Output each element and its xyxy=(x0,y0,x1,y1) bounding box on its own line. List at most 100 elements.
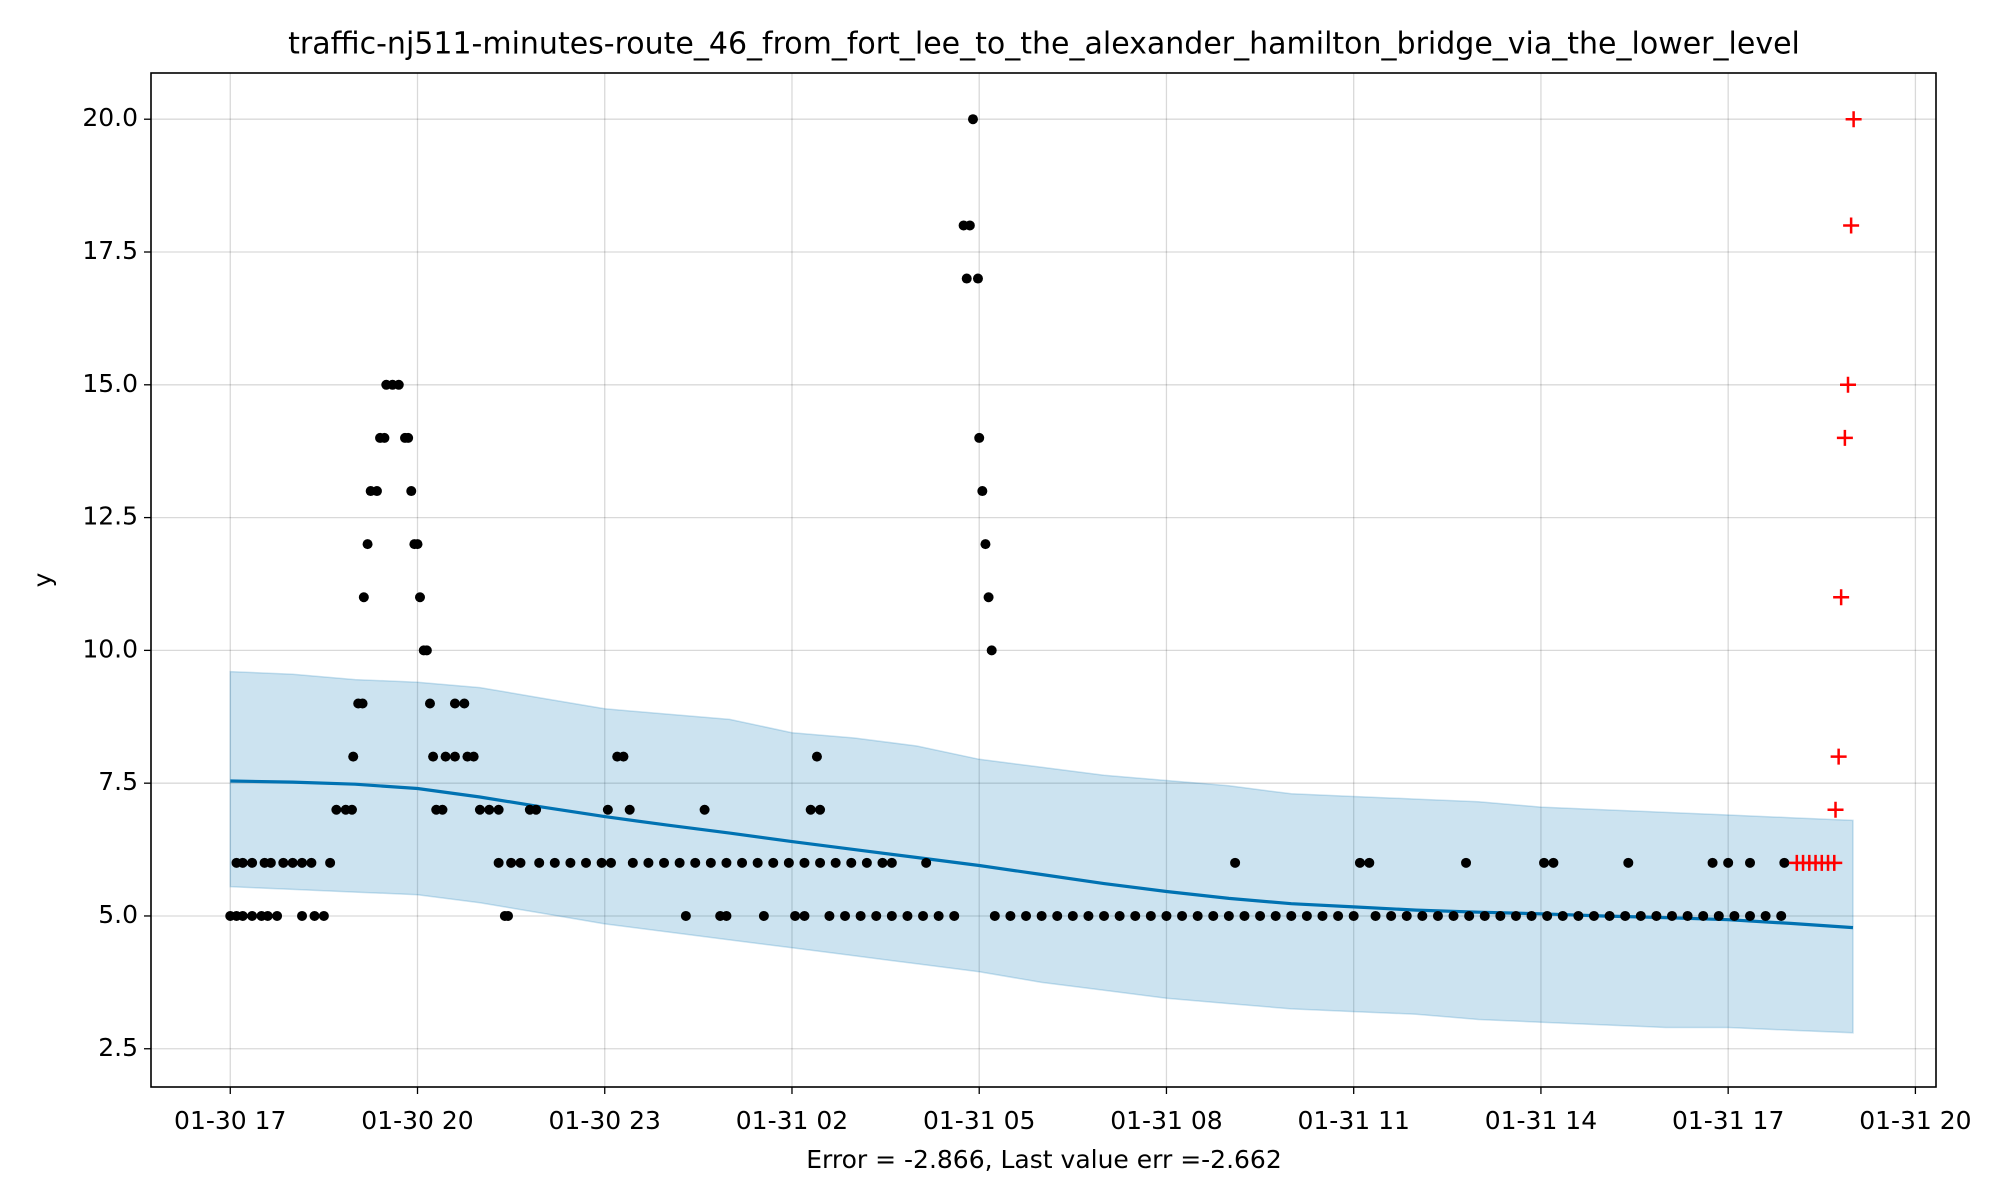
x-tick-label: 01-31 08 xyxy=(1110,1106,1222,1135)
x-tick-label: 01-30 20 xyxy=(361,1106,473,1135)
observed-point xyxy=(705,857,716,868)
observed-point xyxy=(1495,910,1506,921)
observed-point xyxy=(921,857,932,868)
observed-point xyxy=(565,857,576,868)
observed-point xyxy=(1333,910,1344,921)
observed-point xyxy=(1682,910,1693,921)
observed-point xyxy=(247,857,258,868)
observed-point xyxy=(1539,857,1550,868)
observed-point xyxy=(331,804,342,815)
observed-point xyxy=(861,857,872,868)
observed-point xyxy=(1348,910,1359,921)
observed-point xyxy=(846,857,857,868)
observed-point xyxy=(840,910,851,921)
observed-point xyxy=(1354,857,1365,868)
observed-point xyxy=(618,751,629,762)
test-point xyxy=(1839,376,1856,393)
observed-point xyxy=(474,804,485,815)
observed-point xyxy=(830,857,841,868)
y-tick-label: 17.5 xyxy=(82,236,138,265)
observed-point xyxy=(1448,910,1459,921)
observed-point xyxy=(855,910,866,921)
observed-point xyxy=(581,857,592,868)
observed-point xyxy=(977,486,988,497)
observed-point xyxy=(1526,910,1537,921)
observed-point xyxy=(506,857,517,868)
observed-point xyxy=(393,379,404,390)
observed-point xyxy=(643,857,654,868)
observed-point xyxy=(1557,910,1568,921)
observed-point xyxy=(989,910,1000,921)
observed-point xyxy=(531,804,542,815)
x-tick-label: 01-31 17 xyxy=(1672,1106,1784,1135)
observed-point xyxy=(1208,910,1219,921)
observed-point xyxy=(1364,857,1375,868)
observed-point xyxy=(768,857,779,868)
observed-point xyxy=(1479,910,1490,921)
observed-point xyxy=(1177,910,1188,921)
observed-point xyxy=(1255,910,1266,921)
test-point xyxy=(1836,429,1853,446)
x-tick-label: 01-31 20 xyxy=(1859,1106,1971,1135)
observed-point xyxy=(674,857,685,868)
observed-point xyxy=(799,910,810,921)
x-axis-label: Error = -2.866, Last value err =-2.662 xyxy=(806,1145,1282,1174)
observed-point xyxy=(1779,857,1790,868)
observed-point xyxy=(287,857,298,868)
observed-point xyxy=(348,751,359,762)
observed-point xyxy=(406,486,417,497)
observed-point xyxy=(379,432,390,443)
observed-point xyxy=(986,645,997,656)
y-tick-label: 12.5 xyxy=(82,502,138,531)
observed-point xyxy=(237,910,248,921)
observed-point xyxy=(961,273,972,284)
observed-point xyxy=(357,698,368,709)
observed-point xyxy=(297,910,308,921)
observed-point xyxy=(815,804,826,815)
observed-point xyxy=(1510,910,1521,921)
observed-point xyxy=(811,751,822,762)
observed-point xyxy=(1729,910,1740,921)
observed-point xyxy=(886,857,897,868)
observed-point xyxy=(1573,910,1584,921)
observed-point xyxy=(1114,910,1125,921)
observed-point xyxy=(972,273,983,284)
test-point xyxy=(1830,748,1847,765)
observed-point xyxy=(362,539,373,550)
observed-point xyxy=(659,857,670,868)
observed-point xyxy=(265,857,276,868)
observed-point xyxy=(1417,910,1428,921)
observed-point xyxy=(515,857,526,868)
x-tick-label: 01-30 23 xyxy=(549,1106,661,1135)
observed-point xyxy=(297,857,308,868)
y-tick-label: 5.0 xyxy=(98,900,138,929)
observed-point xyxy=(1052,910,1063,921)
observed-point xyxy=(449,751,460,762)
observed-point xyxy=(1161,910,1172,921)
observed-point xyxy=(974,432,985,443)
observed-point xyxy=(247,910,258,921)
observed-point xyxy=(964,220,975,231)
observed-point xyxy=(1270,910,1281,921)
observed-point xyxy=(421,645,432,656)
observed-point xyxy=(358,592,369,603)
observed-point xyxy=(1239,910,1250,921)
observed-point xyxy=(877,857,888,868)
observed-point xyxy=(983,592,994,603)
observed-point xyxy=(758,910,769,921)
observed-point xyxy=(721,857,732,868)
y-tick-label: 10.0 xyxy=(82,634,138,663)
observed-point xyxy=(1223,910,1234,921)
observed-point xyxy=(1666,910,1677,921)
observed-point xyxy=(262,910,273,921)
observed-point xyxy=(815,857,826,868)
observed-point xyxy=(1623,857,1634,868)
observed-point xyxy=(1370,910,1381,921)
observed-point xyxy=(824,910,835,921)
observed-point xyxy=(1036,910,1047,921)
x-tick-label: 01-30 17 xyxy=(174,1106,286,1135)
x-tick-label: 01-31 02 xyxy=(736,1106,848,1135)
observed-point xyxy=(1067,910,1078,921)
observed-point xyxy=(1698,910,1709,921)
